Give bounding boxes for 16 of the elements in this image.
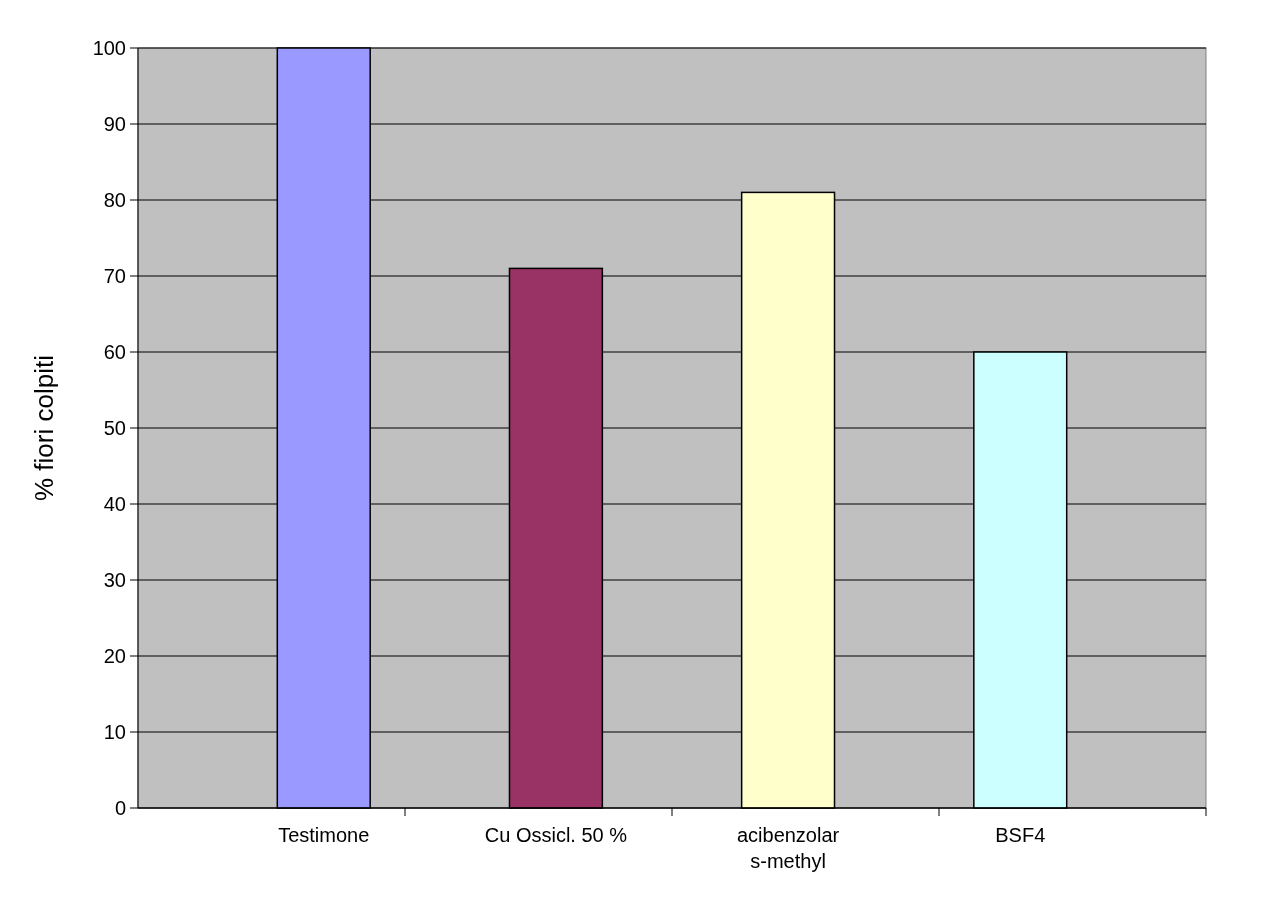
y-tick-label: 100 bbox=[92, 37, 126, 59]
y-tick-label: 10 bbox=[103, 721, 126, 743]
y-tick-label: 0 bbox=[114, 797, 126, 819]
y-tick-label: 90 bbox=[103, 113, 126, 135]
x-tick-label: BSF4 bbox=[995, 824, 1046, 846]
x-tick-label: acibenzolar s-methyl bbox=[736, 824, 840, 872]
y-tick-label: 30 bbox=[103, 569, 126, 591]
y-tick-label: 80 bbox=[103, 189, 126, 211]
y-tick-label: 50 bbox=[103, 417, 126, 439]
y-axis-title: % fiori colpiti bbox=[29, 355, 59, 501]
y-tick-label: 40 bbox=[103, 493, 126, 515]
y-tick-label: 20 bbox=[103, 645, 126, 667]
x-tick-label: Cu Ossicl. 50 % bbox=[484, 824, 628, 846]
y-tick-label: 70 bbox=[103, 265, 126, 287]
x-tick-label: Testimone bbox=[278, 824, 370, 846]
y-tick-label: 60 bbox=[103, 341, 126, 363]
